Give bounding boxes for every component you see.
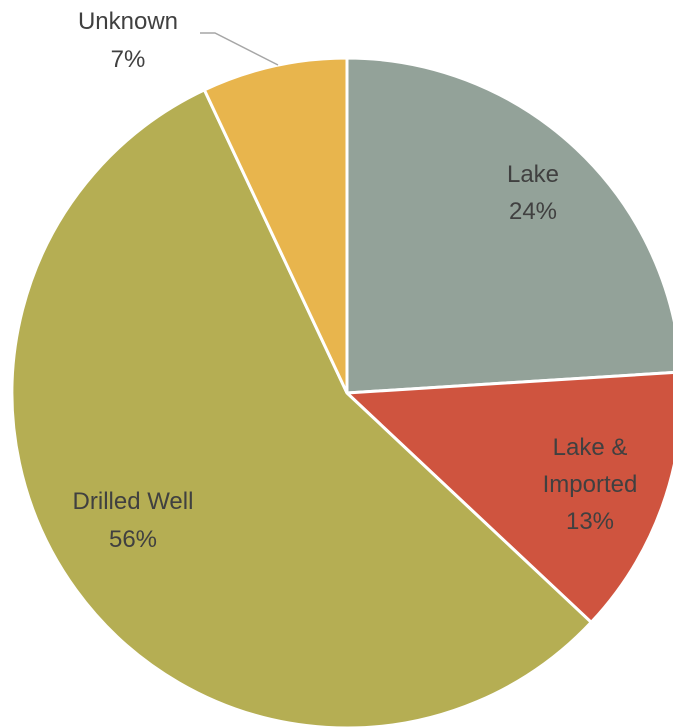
pie-slice [10,87,594,727]
slice-value-label: 7% [110,46,146,73]
slice-value-label: 13% [565,508,615,535]
pie-slice [202,56,349,394]
pie-slice [345,56,673,395]
slice-value-label: 24% [508,198,558,225]
slice-label: Lake [506,161,560,188]
slice-value-label: 56% [108,526,158,553]
pie-slice [343,370,673,625]
slice-label: Drilled Well [72,488,194,515]
leader-line [200,32,279,66]
slice-label: Unknown [77,8,179,35]
slice-label: Lake & Imported [542,434,638,498]
